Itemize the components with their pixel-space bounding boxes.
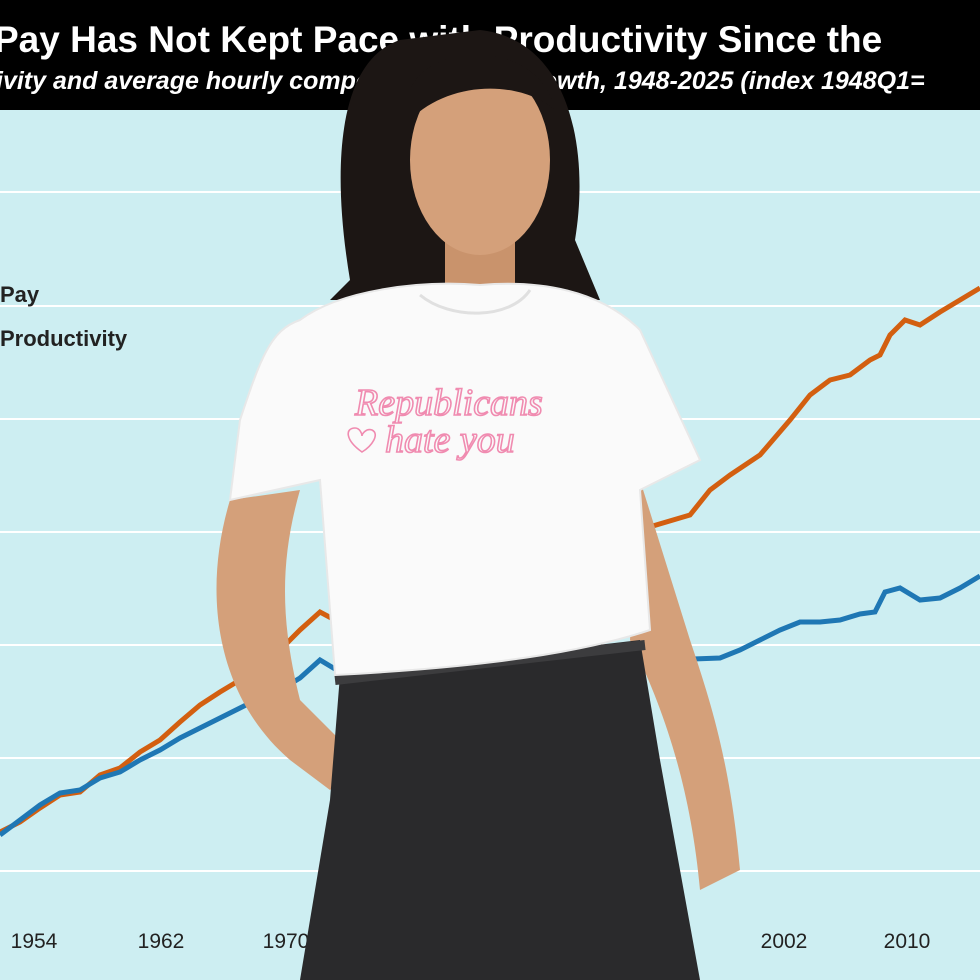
x-tick-label: 1954: [11, 930, 58, 953]
chart-subtitle: ivity and average hourly compo: [0, 67, 371, 95]
x-tick-label: 1962: [138, 930, 185, 953]
heart: [347, 427, 377, 453]
x-tick-label: 1970: [263, 930, 310, 953]
shirt-text: hate you: [385, 419, 515, 461]
legend-label: Pay: [0, 282, 40, 307]
model-photo: [216, 30, 740, 980]
x-tick-label: 2010: [884, 930, 931, 953]
chart-subtitle: rowth, 1948-2025 (index 1948Q1=: [532, 67, 925, 95]
legend-label: Productivity: [0, 326, 128, 351]
x-tick-label: 2002: [761, 930, 808, 953]
productivity-line: [0, 285, 980, 835]
shirt-text: Republicans: [354, 382, 543, 424]
pay-line: [0, 573, 980, 837]
